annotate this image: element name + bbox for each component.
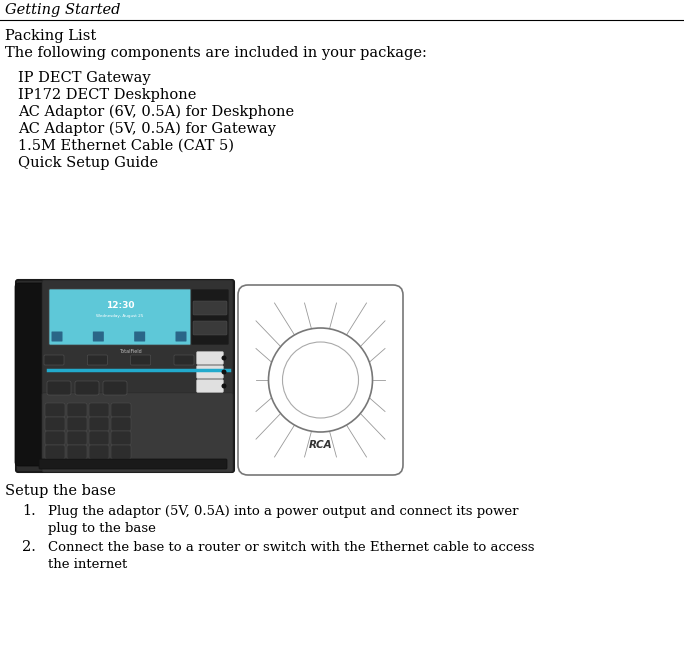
- FancyBboxPatch shape: [174, 355, 194, 365]
- Text: AC Adaptor (6V, 0.5A) for Deskphone: AC Adaptor (6V, 0.5A) for Deskphone: [18, 105, 294, 119]
- Text: Wednesday, August 25: Wednesday, August 25: [96, 314, 144, 318]
- Text: Plug the adaptor (5V, 0.5A) into a power output and connect its power: Plug the adaptor (5V, 0.5A) into a power…: [48, 505, 518, 518]
- FancyBboxPatch shape: [67, 445, 87, 459]
- Text: 12:30: 12:30: [106, 301, 134, 310]
- FancyBboxPatch shape: [134, 331, 145, 342]
- FancyBboxPatch shape: [89, 445, 109, 459]
- Text: 1.: 1.: [22, 504, 36, 518]
- FancyBboxPatch shape: [196, 380, 224, 393]
- FancyBboxPatch shape: [51, 331, 62, 342]
- FancyBboxPatch shape: [176, 331, 187, 342]
- Text: Packing List: Packing List: [5, 29, 96, 43]
- FancyBboxPatch shape: [45, 445, 65, 459]
- FancyBboxPatch shape: [42, 280, 233, 400]
- FancyBboxPatch shape: [111, 431, 131, 445]
- Text: Quick Setup Guide: Quick Setup Guide: [18, 156, 158, 170]
- FancyBboxPatch shape: [103, 381, 127, 395]
- FancyBboxPatch shape: [44, 355, 64, 365]
- Text: AC Adaptor (5V, 0.5A) for Gateway: AC Adaptor (5V, 0.5A) for Gateway: [18, 122, 276, 136]
- FancyBboxPatch shape: [45, 417, 65, 431]
- Circle shape: [222, 384, 226, 388]
- FancyBboxPatch shape: [89, 431, 109, 445]
- FancyBboxPatch shape: [111, 417, 131, 431]
- FancyBboxPatch shape: [42, 393, 233, 472]
- Text: plug to the base: plug to the base: [48, 522, 156, 535]
- FancyBboxPatch shape: [111, 445, 131, 459]
- FancyBboxPatch shape: [111, 403, 131, 417]
- FancyBboxPatch shape: [49, 289, 191, 345]
- Text: 1.5M Ethernet Cable (CAT 5): 1.5M Ethernet Cable (CAT 5): [18, 139, 234, 153]
- FancyBboxPatch shape: [67, 403, 87, 417]
- FancyBboxPatch shape: [75, 381, 99, 395]
- Text: Connect the base to a router or switch with the Ethernet cable to access: Connect the base to a router or switch w…: [48, 541, 534, 554]
- Circle shape: [222, 369, 226, 375]
- FancyBboxPatch shape: [88, 355, 107, 365]
- Circle shape: [269, 328, 373, 432]
- FancyBboxPatch shape: [45, 431, 65, 445]
- Text: Getting Started: Getting Started: [5, 3, 120, 17]
- FancyBboxPatch shape: [193, 301, 227, 315]
- FancyBboxPatch shape: [238, 285, 403, 475]
- Circle shape: [222, 355, 226, 360]
- FancyBboxPatch shape: [39, 459, 227, 469]
- Text: the internet: the internet: [48, 558, 127, 571]
- FancyBboxPatch shape: [191, 289, 229, 345]
- Text: RCA: RCA: [308, 440, 332, 450]
- Text: Setup the base: Setup the base: [5, 484, 116, 498]
- Text: TotalField: TotalField: [118, 349, 142, 354]
- FancyBboxPatch shape: [196, 366, 224, 378]
- FancyBboxPatch shape: [67, 431, 87, 445]
- Text: 2.: 2.: [22, 540, 36, 554]
- Text: IP172 DECT Deskphone: IP172 DECT Deskphone: [18, 88, 196, 102]
- Text: IP DECT Gateway: IP DECT Gateway: [18, 71, 150, 85]
- FancyBboxPatch shape: [89, 417, 109, 431]
- FancyBboxPatch shape: [15, 283, 50, 466]
- FancyBboxPatch shape: [89, 403, 109, 417]
- Circle shape: [282, 342, 358, 418]
- FancyBboxPatch shape: [67, 417, 87, 431]
- FancyBboxPatch shape: [16, 280, 234, 472]
- FancyBboxPatch shape: [45, 403, 65, 417]
- FancyBboxPatch shape: [196, 351, 224, 364]
- Text: The following components are included in your package:: The following components are included in…: [5, 46, 427, 60]
- FancyBboxPatch shape: [131, 355, 150, 365]
- FancyBboxPatch shape: [193, 321, 227, 335]
- FancyBboxPatch shape: [47, 381, 71, 395]
- FancyBboxPatch shape: [93, 331, 104, 342]
